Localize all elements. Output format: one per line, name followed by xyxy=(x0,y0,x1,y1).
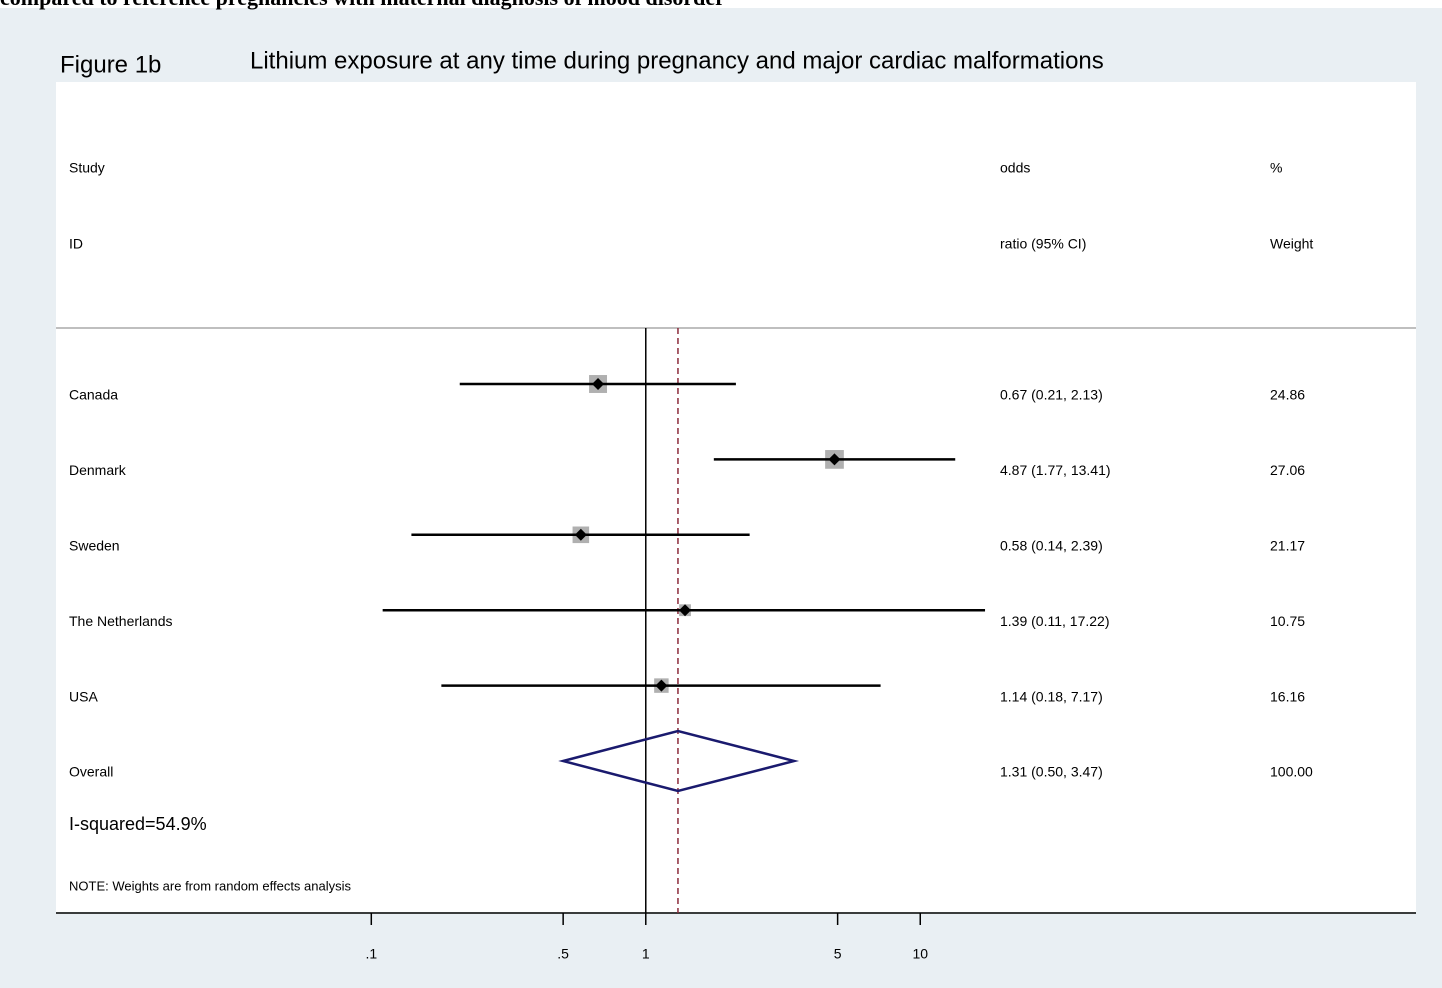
point-estimate xyxy=(655,679,668,692)
point-estimate xyxy=(679,604,692,617)
estimate-label: 4.87 (1.77, 13.41) xyxy=(1000,462,1111,478)
weight-label: 21.17 xyxy=(1270,538,1305,554)
column-header: Study xyxy=(69,160,105,176)
estimate-label: 1.31 (0.50, 3.47) xyxy=(1000,764,1103,780)
x-tick-label: 5 xyxy=(834,946,842,962)
heterogeneity: I-squared=54.9% xyxy=(69,814,207,834)
x-tick-label: 10 xyxy=(912,946,928,962)
column-header: ratio (95% CI) xyxy=(1000,236,1086,252)
note: NOTE: Weights are from random effects an… xyxy=(69,878,352,893)
weight-label: 100.00 xyxy=(1270,764,1313,780)
header-note: compared to reference pregnancies with m… xyxy=(0,0,725,10)
x-tick-label: .1 xyxy=(365,946,377,962)
point-estimate xyxy=(828,453,841,466)
column-header: % xyxy=(1270,160,1282,176)
figure-label: Figure 1b xyxy=(60,51,161,78)
study-label: The Netherlands xyxy=(69,613,173,629)
weight-label: 10.75 xyxy=(1270,613,1305,629)
weight-label: 24.86 xyxy=(1270,387,1305,403)
study-label: Overall xyxy=(69,764,113,780)
study-label: USA xyxy=(69,688,98,704)
study-label: Denmark xyxy=(69,462,127,478)
column-header: odds xyxy=(1000,160,1030,176)
point-estimate xyxy=(592,378,605,390)
x-tick-label: 1 xyxy=(642,946,650,962)
estimate-label: 0.58 (0.14, 2.39) xyxy=(1000,538,1103,554)
estimate-label: 0.67 (0.21, 2.13) xyxy=(1000,387,1103,403)
weight-label: 27.06 xyxy=(1270,462,1305,478)
study-label: Canada xyxy=(69,387,118,403)
estimate-label: 1.14 (0.18, 7.17) xyxy=(1000,688,1103,704)
study-label: Sweden xyxy=(69,538,120,554)
estimate-label: 1.39 (0.11, 17.22) xyxy=(1000,613,1109,629)
plot-background xyxy=(56,82,1416,912)
chart-title: Lithium exposure at any time during preg… xyxy=(250,47,1104,74)
weight-label: 16.16 xyxy=(1270,688,1305,704)
column-header: Weight xyxy=(1270,236,1313,252)
column-header: ID xyxy=(69,236,83,252)
point-estimate xyxy=(574,528,587,541)
x-tick-label: .5 xyxy=(557,946,569,962)
overall-diamond xyxy=(558,729,800,793)
